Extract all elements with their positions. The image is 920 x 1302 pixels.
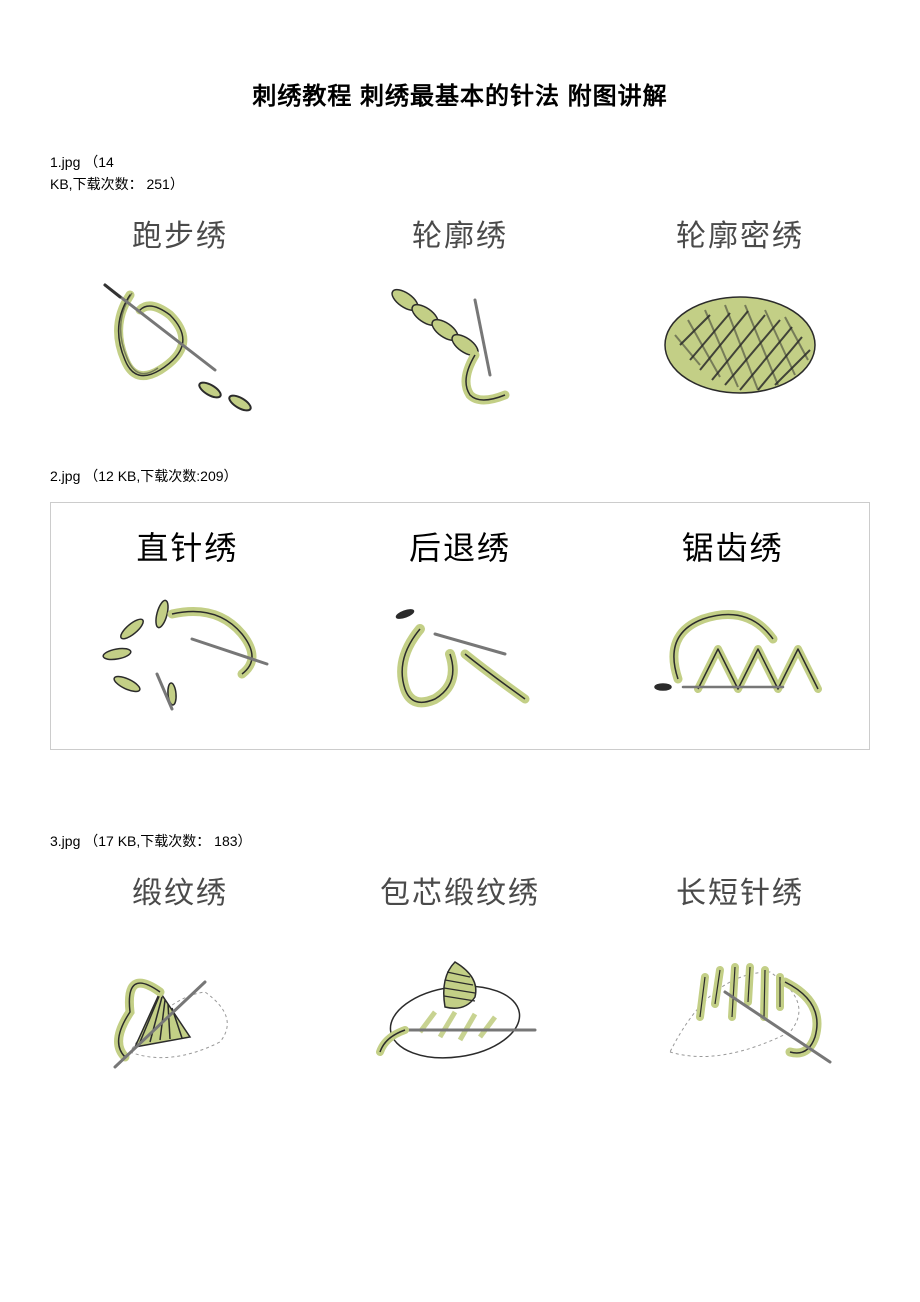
file-info-3: 3.jpg （17 KB,下载次数： 183） [50,830,870,852]
stitch-row-3: 缎纹绣 [50,868,870,1072]
stitch-illustration-padded-satin [350,922,570,1072]
stitch-illustration-outline [350,265,570,415]
file-info-1: 1.jpg （14 KB,下载次数： 251） [50,151,870,196]
stitch-row-2: 直针绣 [61,523,859,729]
stitch-illustration-dense-outline [630,265,850,415]
stitch-label: 轮廓绣 [412,211,508,255]
stitch-item-sawtooth: 锯齿绣 [606,523,859,729]
stitch-illustration-straight [77,579,297,729]
stitch-item-running: 跑步绣 [50,211,310,415]
stitch-item-outline: 轮廓绣 [330,211,590,415]
stitch-label: 缎纹绣 [132,868,228,912]
stitch-illustration-long-short [630,922,850,1072]
stitch-label: 跑步绣 [132,211,228,255]
stitch-label: 直针绣 [136,523,238,569]
stitch-label: 长短针绣 [676,868,804,912]
stitch-item-long-short: 长短针绣 [610,868,870,1072]
stitch-illustration-back [350,579,570,729]
page-title: 刺绣教程 刺绣最基本的针法 附图讲解 [50,76,870,111]
stitch-label: 后退绣 [409,523,511,569]
stitch-item-satin: 缎纹绣 [50,868,310,1072]
file-info-2: 2.jpg （12 KB,下载次数:209） [50,465,870,487]
stitch-illustration-satin [70,922,290,1072]
stitch-label: 轮廓密绣 [676,211,804,255]
stitch-item-dense-outline: 轮廓密绣 [610,211,870,415]
stitch-label: 包芯缎纹绣 [380,868,540,912]
stitch-row-1: 跑步绣 轮廓绣 [50,211,870,415]
boxed-container: 直针绣 [50,502,870,750]
stitch-illustration-sawtooth [623,579,843,729]
stitch-illustration-running [70,265,290,415]
stitch-item-straight: 直针绣 [61,523,314,729]
stitch-item-back: 后退绣 [334,523,587,729]
stitch-item-padded-satin: 包芯缎纹绣 [330,868,590,1072]
stitch-label: 锯齿绣 [682,523,784,569]
